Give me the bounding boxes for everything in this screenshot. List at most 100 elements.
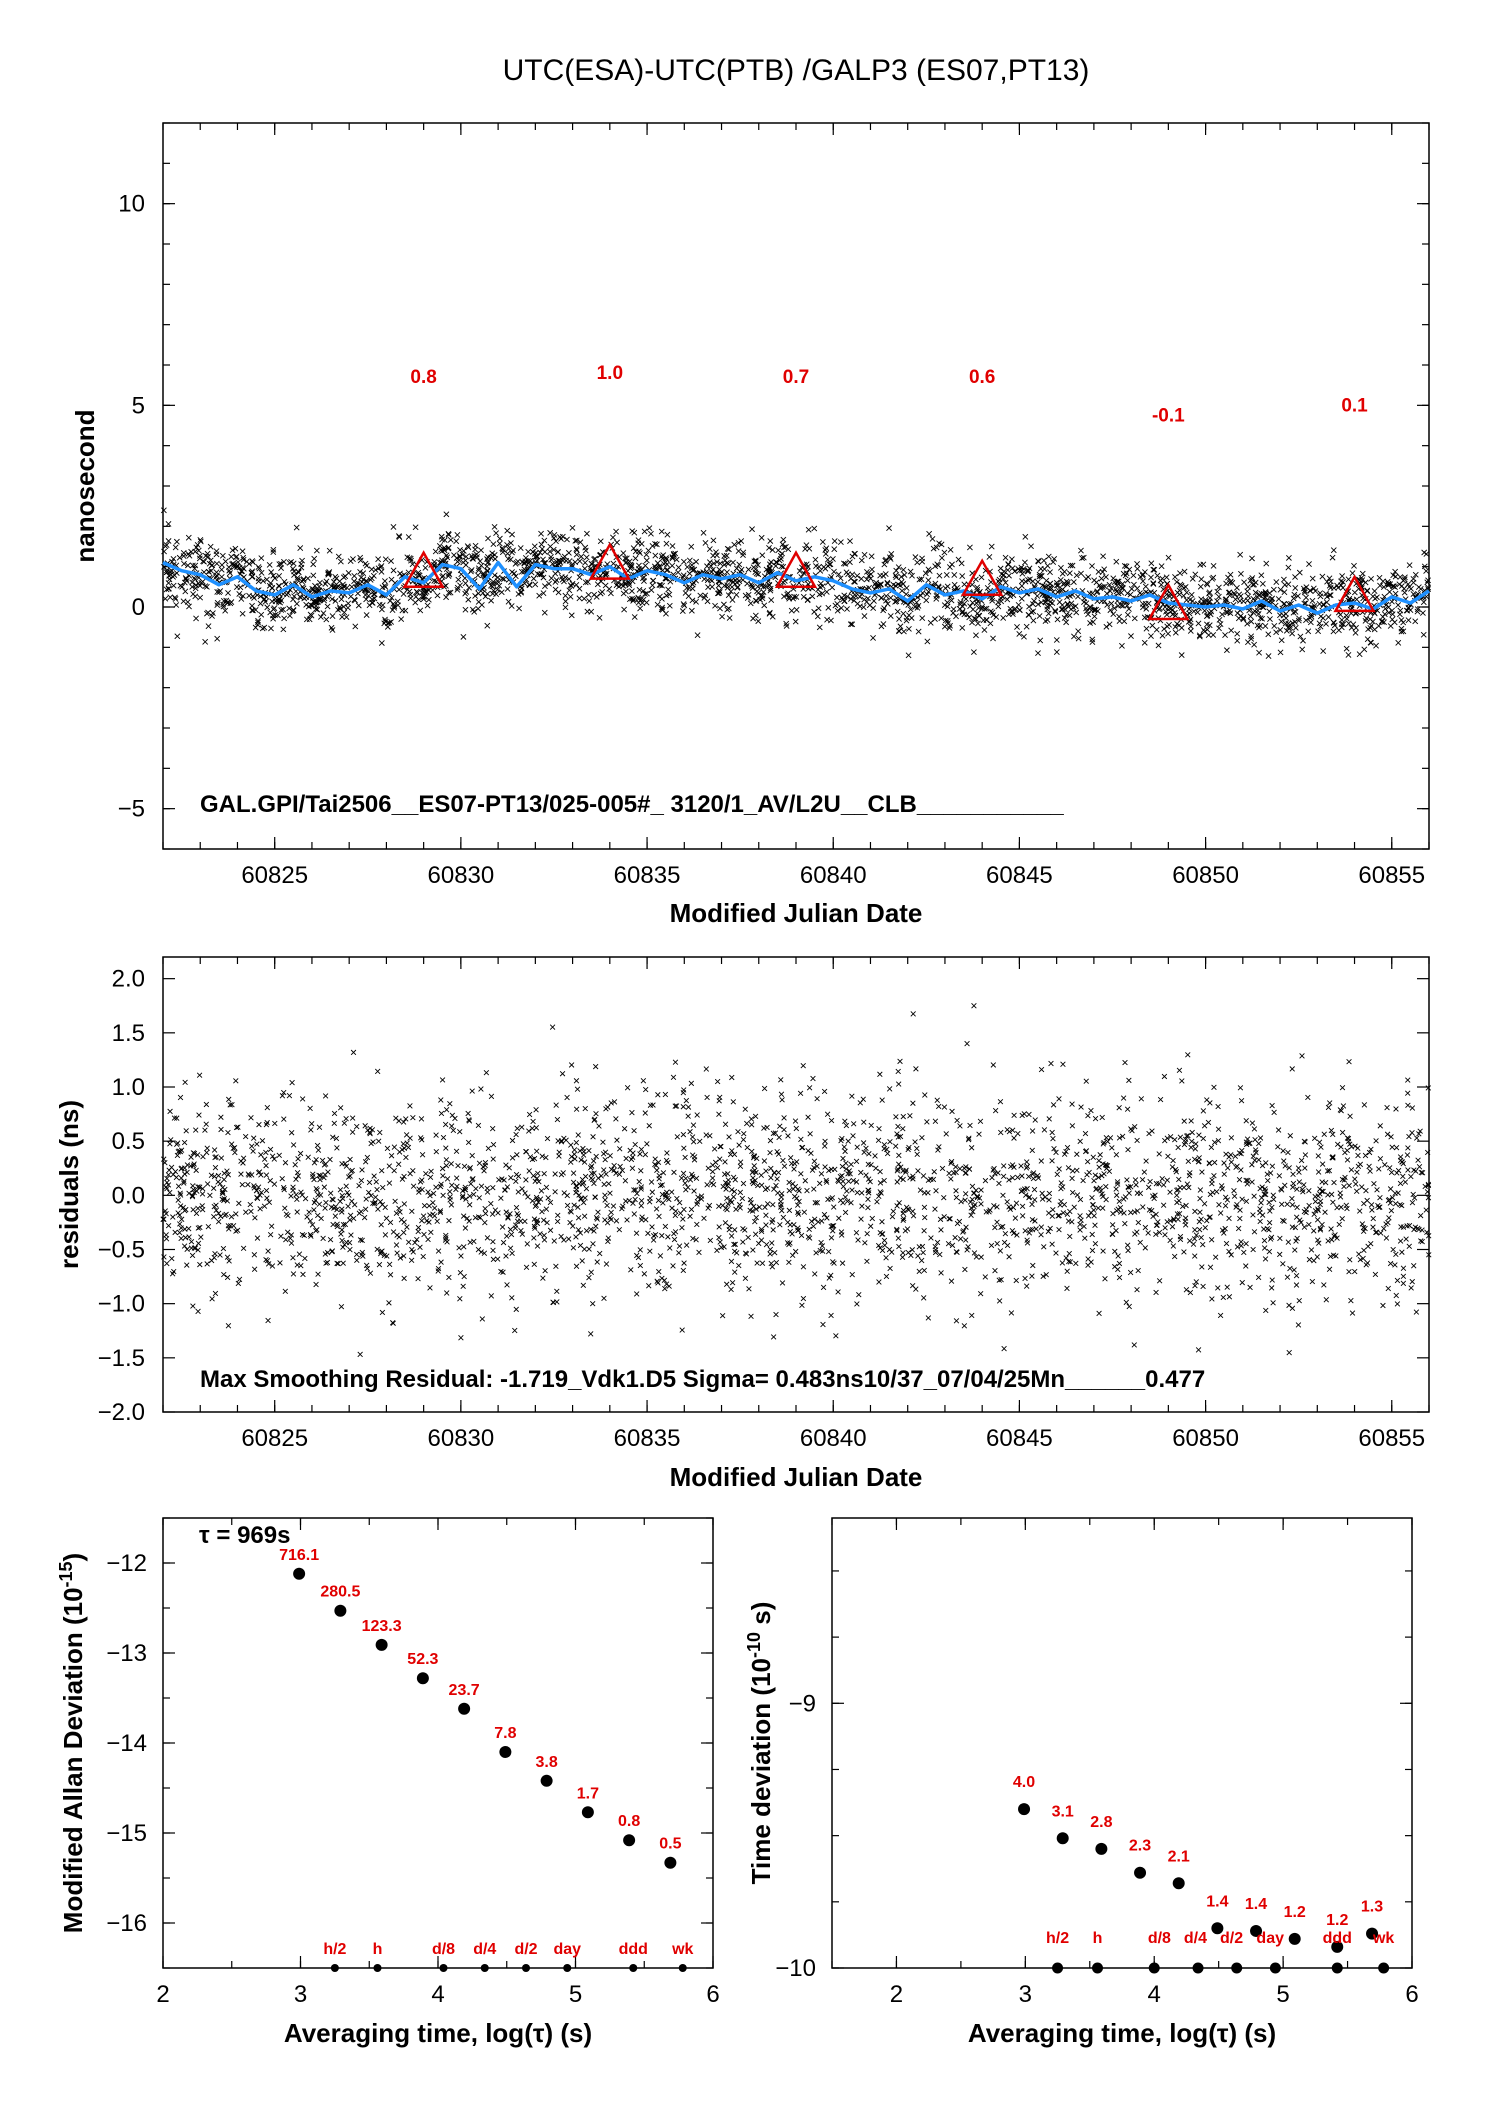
- raw-data-point: [462, 580, 469, 587]
- residual-point: [1095, 1205, 1101, 1211]
- raw-data-point: [916, 576, 923, 583]
- raw-data-point: [413, 588, 420, 595]
- plot-frame: [162, 122, 1430, 850]
- residual-point: [196, 1072, 203, 1078]
- residual-point: [277, 1260, 283, 1266]
- residual-point: [319, 1157, 326, 1164]
- residual-point: [775, 1169, 782, 1176]
- raw-data-point: [227, 570, 233, 576]
- raw-data-point: [415, 596, 422, 603]
- raw-data-point: [1030, 617, 1037, 624]
- raw-data-point: [573, 581, 580, 588]
- residual-point: [1089, 1247, 1096, 1254]
- residual-point: [1269, 1102, 1275, 1109]
- residual-point: [314, 1142, 321, 1149]
- raw-data-point: [324, 593, 331, 600]
- raw-data-point: [258, 555, 265, 562]
- raw-data-point: [744, 580, 751, 587]
- residual-point: [779, 1207, 785, 1214]
- residual-point: [1354, 1169, 1360, 1175]
- raw-data-point: [778, 563, 785, 570]
- residual-point: [1294, 1204, 1300, 1211]
- raw-data-point: [745, 566, 752, 573]
- raw-data-point: [270, 546, 277, 553]
- residual-point: [483, 1069, 490, 1076]
- residual-point: [934, 1239, 941, 1246]
- raw-data-point: [675, 564, 682, 571]
- residual-point: [792, 1248, 799, 1255]
- residual-point: [753, 1214, 759, 1221]
- residual-point: [1339, 1084, 1346, 1091]
- raw-data-point: [185, 534, 192, 541]
- raw-data-point: [499, 549, 506, 556]
- residual-point: [282, 1288, 289, 1295]
- residual-point: [1156, 1181, 1162, 1187]
- raw-data-point: [768, 597, 775, 603]
- raw-data-point: [1316, 601, 1323, 607]
- raw-data-point: [214, 602, 221, 609]
- raw-data-point: [725, 605, 732, 612]
- y-tick-label: −1.5: [98, 1345, 145, 1372]
- raw-data-point: [480, 570, 487, 577]
- residual-point: [295, 1156, 301, 1162]
- raw-data-point: [758, 534, 765, 541]
- residual-point: [1199, 1169, 1205, 1175]
- raw-data-point: [993, 614, 1000, 620]
- raw-data-point: [216, 589, 223, 596]
- raw-data-point: [1340, 621, 1347, 628]
- residual-point: [204, 1181, 211, 1187]
- residual-point: [728, 1258, 735, 1265]
- residual-point: [515, 1212, 522, 1219]
- raw-data-point: [761, 602, 768, 609]
- raw-data-points: [160, 507, 1432, 659]
- residual-point: [1409, 1278, 1415, 1285]
- raw-data-point: [538, 541, 545, 548]
- raw-data-point: [445, 530, 452, 537]
- residual-point: [372, 1194, 379, 1200]
- x-tick-label: 60825: [241, 1425, 308, 1452]
- raw-data-point: [897, 623, 904, 630]
- residual-point: [1096, 1157, 1102, 1164]
- residual-point: [1257, 1185, 1263, 1192]
- raw-data-point: [384, 623, 391, 630]
- raw-data-point: [762, 583, 769, 590]
- residual-point: [503, 1233, 510, 1239]
- raw-data-point: [767, 538, 774, 544]
- residual-point: [909, 1247, 916, 1253]
- residual-point: [541, 1237, 548, 1243]
- raw-data-point: [455, 576, 462, 583]
- raw-data-point: [297, 593, 303, 600]
- residual-point: [1370, 1224, 1376, 1230]
- raw-data-point: [721, 553, 728, 559]
- residual-point: [900, 1125, 906, 1132]
- residual-point: [1071, 1204, 1077, 1210]
- raw-data-point: [510, 547, 516, 554]
- raw-data-point: [1197, 583, 1204, 590]
- raw-data-point: [1106, 621, 1113, 628]
- residual-point: [476, 1195, 483, 1201]
- residual-point: [1171, 1253, 1178, 1260]
- raw-data-point: [1142, 583, 1149, 590]
- page-title: UTC(ESA)-UTC(PTB) /GALP3 (ES07,PT13): [503, 54, 1090, 87]
- residual-point: [703, 1066, 710, 1072]
- raw-data-point: [1141, 614, 1148, 621]
- residual-point: [755, 1182, 761, 1189]
- residual-point: [590, 1158, 597, 1164]
- residual-point: [543, 1206, 550, 1212]
- residual-point: [399, 1176, 406, 1182]
- raw-data-point: [597, 538, 604, 545]
- residual-point: [953, 1194, 960, 1201]
- raw-data-point: [963, 596, 969, 602]
- residual-point: [581, 1213, 588, 1219]
- residual-point: [374, 1186, 380, 1193]
- residual-point: [853, 1158, 860, 1165]
- raw-data-point: [955, 556, 962, 563]
- raw-data-point: [1181, 568, 1188, 575]
- residual-point: [786, 1187, 793, 1194]
- raw-data-point: [733, 565, 740, 572]
- residual-point: [1249, 1162, 1255, 1168]
- raw-data-point: [628, 562, 635, 569]
- residual-point: [1408, 1173, 1414, 1180]
- raw-data-point: [1036, 613, 1043, 619]
- raw-data-point: [1166, 621, 1172, 628]
